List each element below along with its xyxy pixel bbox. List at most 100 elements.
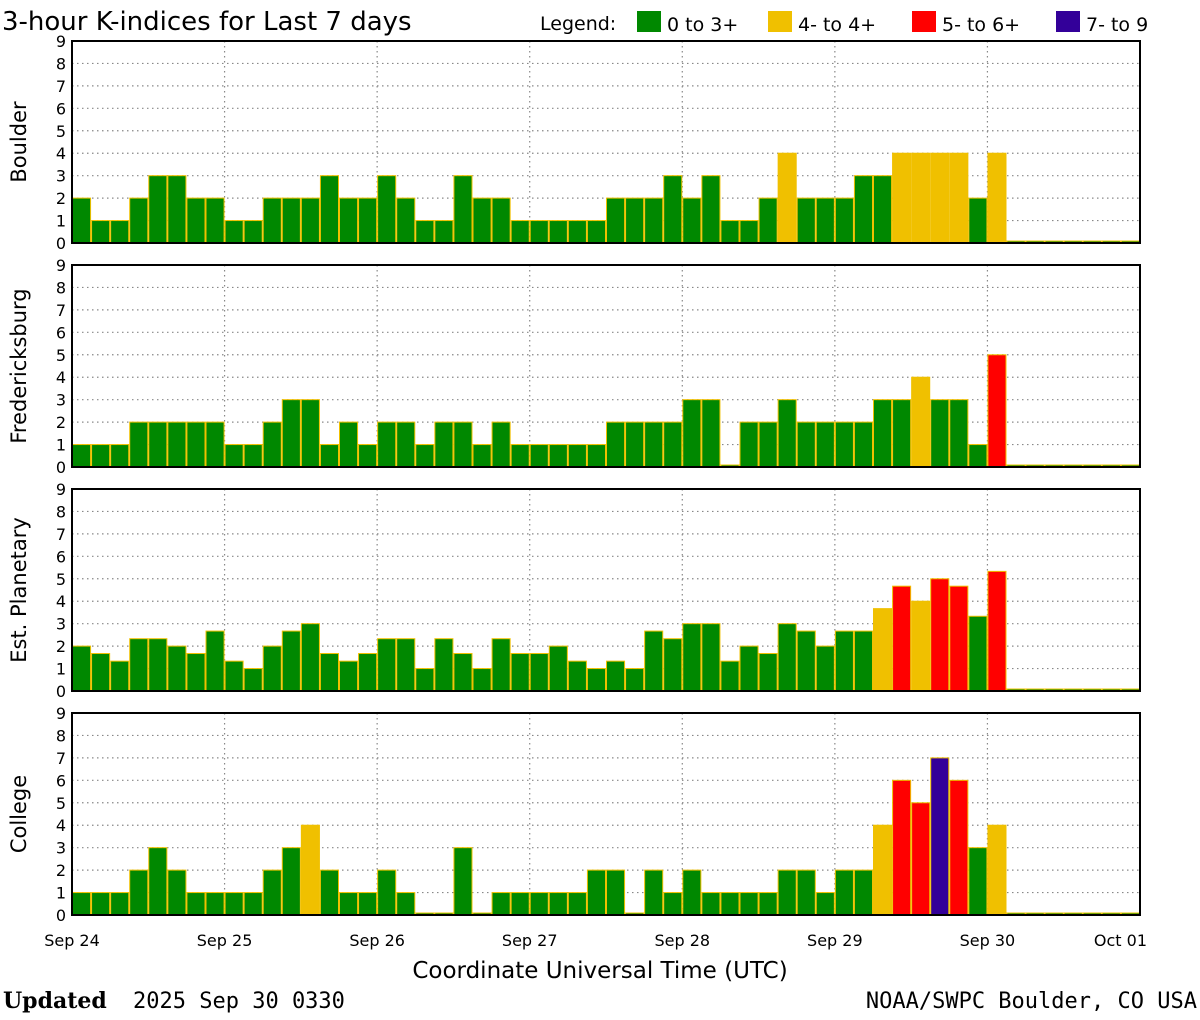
bar <box>949 152 969 244</box>
bar <box>834 421 854 468</box>
bar <box>949 585 969 692</box>
bar <box>300 399 320 468</box>
x-tick-label: Sep 28 <box>654 931 710 950</box>
y-tick-label: 4 <box>56 144 66 163</box>
bar <box>91 653 111 692</box>
bar <box>205 892 225 916</box>
y-tick-label: 1 <box>56 660 66 679</box>
bar <box>358 444 378 468</box>
bar <box>300 197 320 244</box>
bar <box>167 175 187 244</box>
bar <box>834 869 854 916</box>
bar <box>739 645 759 692</box>
bar <box>377 869 397 916</box>
bar <box>434 421 454 468</box>
bar <box>91 892 111 916</box>
bar <box>224 892 244 916</box>
bar <box>796 421 816 468</box>
bar <box>358 892 378 916</box>
bar <box>91 220 111 244</box>
y-tick-label: 9 <box>56 704 66 723</box>
bar <box>224 660 244 692</box>
bar <box>701 623 721 692</box>
bar <box>510 444 530 468</box>
y-tick-label: 1 <box>56 212 66 231</box>
bar <box>968 444 988 468</box>
bar <box>586 220 607 244</box>
bar <box>911 600 931 692</box>
bar <box>987 824 1007 916</box>
bar <box>853 869 874 916</box>
y-tick-label: 7 <box>56 749 66 768</box>
y-tick-label: 2 <box>56 637 66 656</box>
bar <box>529 220 549 244</box>
bar <box>758 421 778 468</box>
bar <box>129 638 149 692</box>
y-tick-label: 7 <box>56 77 66 96</box>
bar <box>224 444 244 468</box>
bar <box>892 779 912 916</box>
bar <box>548 645 568 692</box>
bar <box>663 892 683 916</box>
y-tick-label: 8 <box>56 278 66 297</box>
bar <box>262 869 282 916</box>
bar <box>625 421 645 468</box>
bar <box>815 645 835 692</box>
y-tick-label: 9 <box>56 32 66 51</box>
bar <box>701 399 721 468</box>
bar <box>300 824 320 916</box>
bar <box>777 152 797 244</box>
y-tick-label: 8 <box>56 54 66 73</box>
bar <box>663 421 683 468</box>
bar <box>491 421 511 468</box>
bar <box>586 444 607 468</box>
bar <box>911 802 931 916</box>
bar <box>472 197 492 244</box>
bar <box>892 152 912 244</box>
y-tick-label: 3 <box>56 839 66 858</box>
bar <box>911 376 931 468</box>
y-tick-label: 0 <box>56 234 66 253</box>
bar <box>930 578 950 692</box>
bar <box>815 197 835 244</box>
bar <box>110 892 130 916</box>
y-tick-label: 3 <box>56 391 66 410</box>
bar <box>281 630 301 692</box>
bar <box>911 152 931 244</box>
footer-source: NOAA/SWPC Boulder, CO USA <box>866 989 1197 1014</box>
bar <box>148 421 168 468</box>
bar <box>415 444 435 468</box>
bar <box>129 869 149 916</box>
bar <box>72 197 92 244</box>
bar <box>892 585 912 692</box>
bar <box>606 869 626 916</box>
panel-frame <box>71 488 1141 692</box>
bar <box>777 869 797 916</box>
bar <box>243 444 263 468</box>
bar <box>339 421 359 468</box>
bar <box>949 779 969 916</box>
legend-swatch-2 <box>912 11 936 32</box>
legend-entry-label: 5- to 6+ <box>942 14 1020 36</box>
bar <box>262 421 282 468</box>
bar <box>930 399 950 468</box>
bar <box>453 653 473 692</box>
bar <box>567 444 587 468</box>
x-tick-label: Sep 27 <box>502 931 558 950</box>
bar <box>606 660 626 692</box>
y-tick-label: 6 <box>56 323 66 342</box>
panel-y-label: Fredericksburg <box>7 288 31 443</box>
bar <box>281 197 301 244</box>
legend-label: Legend: <box>540 13 616 35</box>
bar <box>377 175 397 244</box>
bar <box>606 421 626 468</box>
y-tick-label: 5 <box>56 570 66 589</box>
bar <box>72 892 92 916</box>
bar <box>319 175 339 244</box>
panel-y-label: College <box>7 775 31 853</box>
bar <box>567 660 587 692</box>
bar <box>491 197 511 244</box>
bar <box>148 175 168 244</box>
bar <box>186 653 206 692</box>
bar <box>148 847 168 916</box>
